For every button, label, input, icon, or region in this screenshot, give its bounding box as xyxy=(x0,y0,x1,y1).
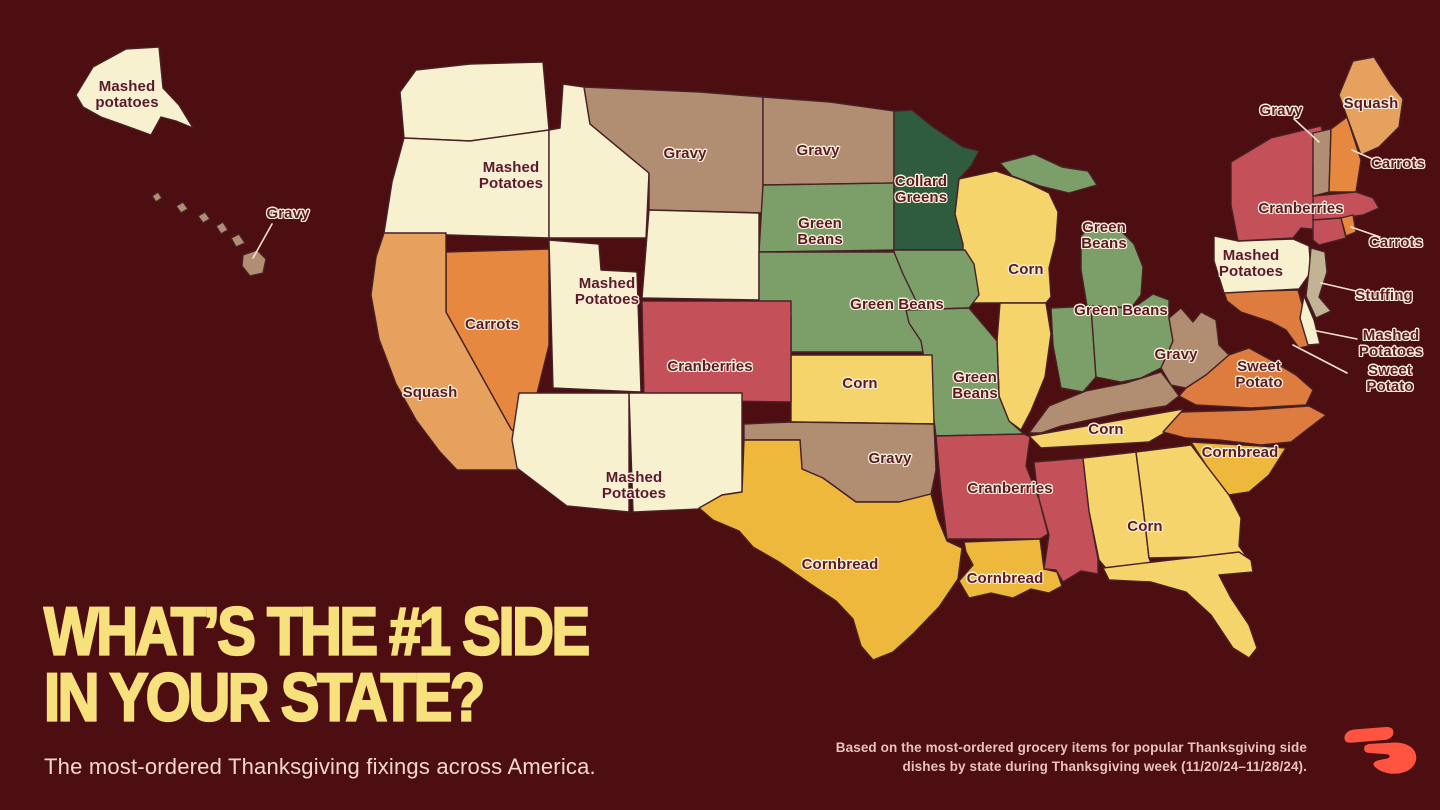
states-layer xyxy=(75,46,1404,661)
state-nj xyxy=(1305,247,1332,319)
doordash-logo-top-bar xyxy=(1344,727,1394,743)
state-nh xyxy=(1328,116,1362,193)
state-nc xyxy=(1162,405,1327,446)
state-sd xyxy=(758,182,895,253)
leader-lines-layer xyxy=(252,118,1381,374)
state-mi_up xyxy=(999,153,1098,194)
state-co xyxy=(641,300,792,403)
state-ut xyxy=(548,239,642,393)
leader-line xyxy=(1311,329,1358,340)
state-hi xyxy=(215,221,229,235)
source-note-line-2: dishes by state during Thanksgiving week… xyxy=(902,759,1307,775)
state-va xyxy=(1178,347,1314,409)
state-ct xyxy=(1312,217,1347,246)
state-wa xyxy=(399,61,550,142)
title-line-2: IN YOUR STATE? xyxy=(43,660,486,736)
source-note: Based on the most-ordered grocery items … xyxy=(836,739,1307,777)
headline: WHAT’S THE #1 SIDE IN YOUR STATE? The mo… xyxy=(43,594,596,780)
state-mi xyxy=(1080,221,1144,309)
state-ks xyxy=(790,354,935,425)
leader-line xyxy=(1293,118,1320,143)
state-me xyxy=(1338,56,1404,156)
state-ri xyxy=(1340,214,1357,237)
doordash-logo xyxy=(1344,727,1417,774)
state-az xyxy=(511,392,630,513)
state-hi xyxy=(230,233,246,248)
state-tn xyxy=(1028,408,1184,449)
state-pa xyxy=(1213,235,1312,294)
state-sc xyxy=(1190,441,1287,496)
leader-line xyxy=(1351,149,1378,162)
page-title: WHAT’S THE #1 SIDE IN YOUR STATE? xyxy=(43,594,596,736)
state-ma xyxy=(1312,191,1380,221)
leader-line xyxy=(252,223,273,259)
state-ak xyxy=(75,46,194,136)
state-de xyxy=(1299,295,1321,346)
state-ar xyxy=(935,433,1049,540)
title-line-1: WHAT’S THE #1 SIDE xyxy=(43,594,591,670)
state-wy xyxy=(641,209,760,301)
state-hi xyxy=(151,191,163,203)
state-fl xyxy=(1102,551,1258,659)
state-tx xyxy=(698,439,963,661)
source-note-line-1: Based on the most-ordered grocery items … xyxy=(835,740,1307,756)
doordash-logo-hook xyxy=(1364,742,1417,774)
leader-line xyxy=(1292,344,1348,374)
state-hi xyxy=(241,249,267,277)
state-ky xyxy=(1028,371,1180,434)
leader-line xyxy=(1320,282,1357,292)
subtitle: The most-ordered Thanksgiving fixings ac… xyxy=(44,753,596,779)
state-hi xyxy=(197,211,211,224)
state-ga xyxy=(1135,444,1247,559)
leader-line xyxy=(1350,226,1381,238)
state-nd xyxy=(762,96,895,186)
state-or xyxy=(383,129,550,239)
state-ca xyxy=(370,232,526,471)
state-in xyxy=(1050,305,1097,393)
state-hi xyxy=(175,201,189,214)
